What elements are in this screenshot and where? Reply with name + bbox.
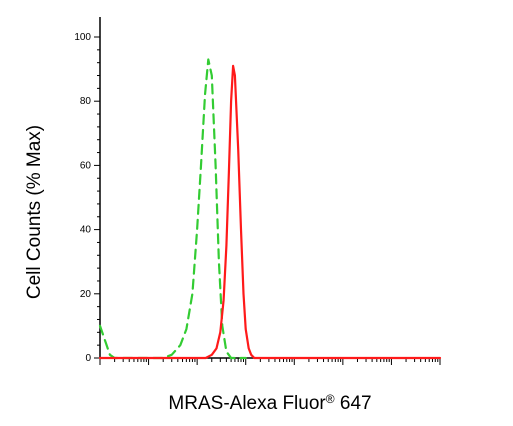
y-tick-label: 0 [85, 353, 91, 364]
y-tick-label: 20 [80, 289, 92, 300]
x-axis-title-main: MRAS-Alexa Fluor [168, 393, 326, 414]
y-axis-title: Cell Counts (% Max) [24, 125, 45, 299]
series-line-2 [98, 64, 442, 360]
y-tick-label: 40 [80, 225, 92, 236]
series-line-1 [98, 58, 247, 360]
x-axis-title: MRAS-Alexa Fluor® 647 [168, 392, 371, 414]
x-axis-title-superscript: ® [326, 392, 335, 406]
y-tick-label: 80 [80, 96, 92, 107]
series-layer [98, 58, 442, 360]
y-tick-label: 60 [80, 160, 92, 171]
x-axis-title-suffix: 647 [335, 393, 372, 414]
y-tick-label: 100 [74, 32, 91, 43]
y-axis: 0 20 40 60 80 100 [74, 17, 101, 364]
